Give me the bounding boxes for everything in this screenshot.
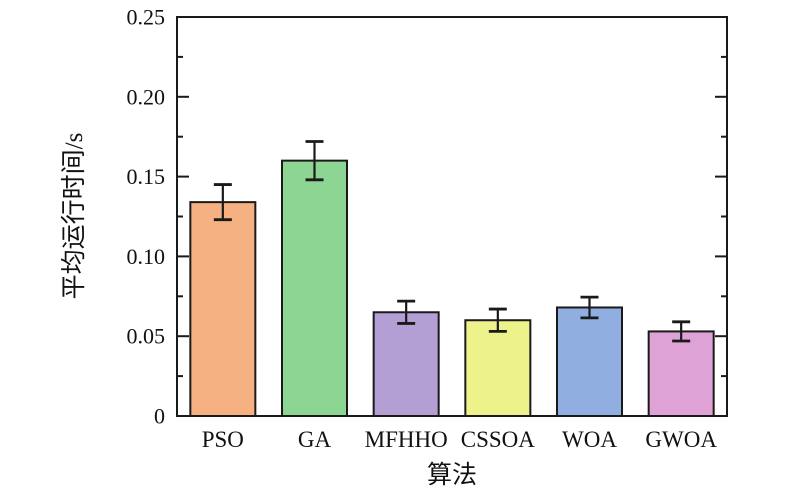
bar-woa [556, 306, 623, 417]
x-category-label: GWOA [645, 427, 717, 452]
x-category-labels: PSO GA MFHHO CSSOA WOA GWOA [202, 427, 718, 452]
x-category-label: WOA [562, 427, 617, 452]
bar-series [189, 159, 715, 418]
x-category-label: CSSOA [461, 427, 536, 452]
bar-cssoa [464, 319, 532, 417]
x-category-label: PSO [202, 427, 244, 452]
y-tick-label: 0.15 [127, 164, 166, 189]
bar-gwoa [647, 330, 715, 417]
y-tick-label: 0.25 [127, 5, 166, 30]
y-axis-title: 平均运行时间/s [60, 133, 88, 300]
x-axis-title: 算法 [427, 461, 477, 489]
x-category-label: GA [298, 427, 332, 452]
y-tick-labels: 0 0.05 0.10 0.15 0.20 0.25 [127, 5, 166, 429]
bar-pso [189, 201, 257, 417]
y-tick-label: 0.05 [127, 324, 166, 349]
plot-border [176, 16, 728, 417]
bar-ga [281, 159, 348, 417]
y-tick-label: 0.10 [127, 244, 166, 269]
error-bars [213, 140, 691, 343]
y-tick-label: 0.20 [127, 84, 166, 109]
x-category-label: MFHHO [365, 427, 448, 452]
y-tick-label: 0 [154, 404, 165, 429]
axis-ticks [177, 16, 727, 417]
bar-mfhho [372, 311, 440, 418]
